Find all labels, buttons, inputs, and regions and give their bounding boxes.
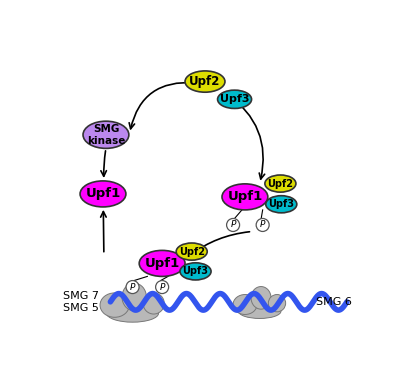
- Circle shape: [226, 218, 240, 232]
- Text: SMG 5: SMG 5: [63, 303, 99, 313]
- Text: Upf3: Upf3: [182, 266, 208, 276]
- Text: Upf2: Upf2: [267, 179, 293, 189]
- Text: SMG 6: SMG 6: [316, 297, 352, 307]
- Text: Upf3: Upf3: [220, 94, 249, 104]
- Text: SMG 7: SMG 7: [63, 291, 99, 301]
- Text: Upf2: Upf2: [189, 75, 221, 88]
- Text: Upf1: Upf1: [144, 257, 180, 270]
- Ellipse shape: [83, 121, 129, 148]
- Ellipse shape: [139, 250, 185, 276]
- Ellipse shape: [185, 71, 225, 92]
- Ellipse shape: [233, 295, 257, 314]
- Ellipse shape: [100, 293, 129, 317]
- Text: SMG
kinase: SMG kinase: [87, 124, 125, 146]
- Ellipse shape: [238, 304, 281, 318]
- Ellipse shape: [218, 90, 252, 108]
- Ellipse shape: [268, 295, 286, 312]
- Ellipse shape: [222, 184, 268, 210]
- Text: P: P: [230, 220, 236, 230]
- Ellipse shape: [176, 243, 207, 260]
- Ellipse shape: [251, 286, 271, 309]
- Ellipse shape: [106, 304, 158, 322]
- Ellipse shape: [143, 293, 164, 314]
- Ellipse shape: [266, 196, 297, 213]
- Ellipse shape: [80, 181, 126, 207]
- Text: Upf1: Upf1: [85, 187, 121, 200]
- Text: Upf3: Upf3: [268, 199, 294, 209]
- Text: Upf1: Upf1: [227, 190, 262, 204]
- Text: P: P: [130, 283, 135, 291]
- Ellipse shape: [265, 175, 296, 192]
- Text: Upf2: Upf2: [179, 247, 205, 257]
- Ellipse shape: [180, 263, 211, 280]
- Circle shape: [126, 281, 139, 293]
- Ellipse shape: [122, 283, 146, 311]
- Text: P: P: [160, 283, 165, 291]
- Circle shape: [256, 218, 269, 232]
- Text: P: P: [260, 220, 265, 230]
- Circle shape: [156, 281, 169, 293]
